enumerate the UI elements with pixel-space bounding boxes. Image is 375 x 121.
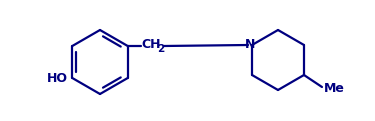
Text: HO: HO	[47, 72, 68, 86]
Text: Me: Me	[324, 82, 345, 95]
Text: N: N	[245, 38, 255, 50]
Text: CH: CH	[142, 38, 161, 52]
Text: 2: 2	[157, 44, 164, 54]
